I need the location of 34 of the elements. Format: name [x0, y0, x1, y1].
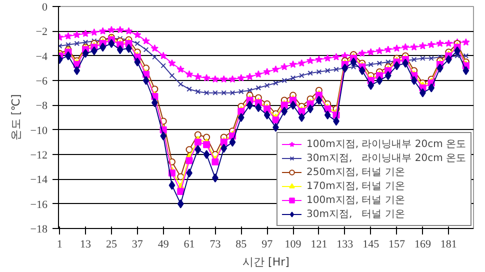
y-tick-label: −4	[36, 50, 48, 63]
x-tick-label: 157	[388, 238, 406, 250]
y-tick-label: −2	[36, 26, 48, 38]
y-tick-label: −14	[30, 174, 48, 186]
y-tick-label: −10	[30, 124, 48, 137]
x-tick-label: 97	[262, 238, 274, 250]
x-tick-label: 37	[132, 238, 144, 250]
legend-label: 170m지점, 터널 기온	[306, 180, 405, 193]
y-tick-label: −8	[36, 100, 48, 112]
y-tick-label: −6	[36, 76, 48, 88]
legend-label: 250m지점, 터널 기온	[306, 166, 405, 179]
x-tick-label: 169	[414, 238, 432, 250]
x-tick-label: 13	[80, 238, 92, 250]
y-tick-label: 0	[42, 2, 48, 14]
y-axis-title: 온도 [℃]	[9, 94, 22, 141]
x-axis-title: 시간 [Hr]	[242, 256, 290, 268]
x-tick-label: 73	[210, 238, 222, 250]
x-tick-label: 121	[310, 238, 328, 250]
legend-label: 30m지점, 터널 기온	[306, 208, 405, 221]
x-tick-label: 85	[236, 238, 248, 250]
x-tick-label: 49	[158, 238, 170, 250]
legend-label: 30m지점, 라이닝내부 20cm 온도	[306, 152, 466, 165]
y-tick-label: −16	[30, 198, 48, 211]
y-tick-label: −12	[30, 150, 48, 162]
x-tick-label: 109	[284, 238, 302, 250]
legend-label: 100m지점, 라이닝내부 20cm 온도	[306, 138, 466, 151]
x-tick-label: 61	[184, 238, 195, 250]
x-tick-label: 181	[440, 238, 457, 250]
x-tick-label: 133	[336, 238, 354, 250]
x-tick-label: 145	[362, 238, 380, 250]
y-tick-label: −18	[30, 224, 48, 236]
x-tick-label: 25	[106, 238, 118, 250]
x-tick-label: 1	[56, 238, 62, 250]
legend-label: 100m지점, 터널 기온	[306, 194, 405, 207]
